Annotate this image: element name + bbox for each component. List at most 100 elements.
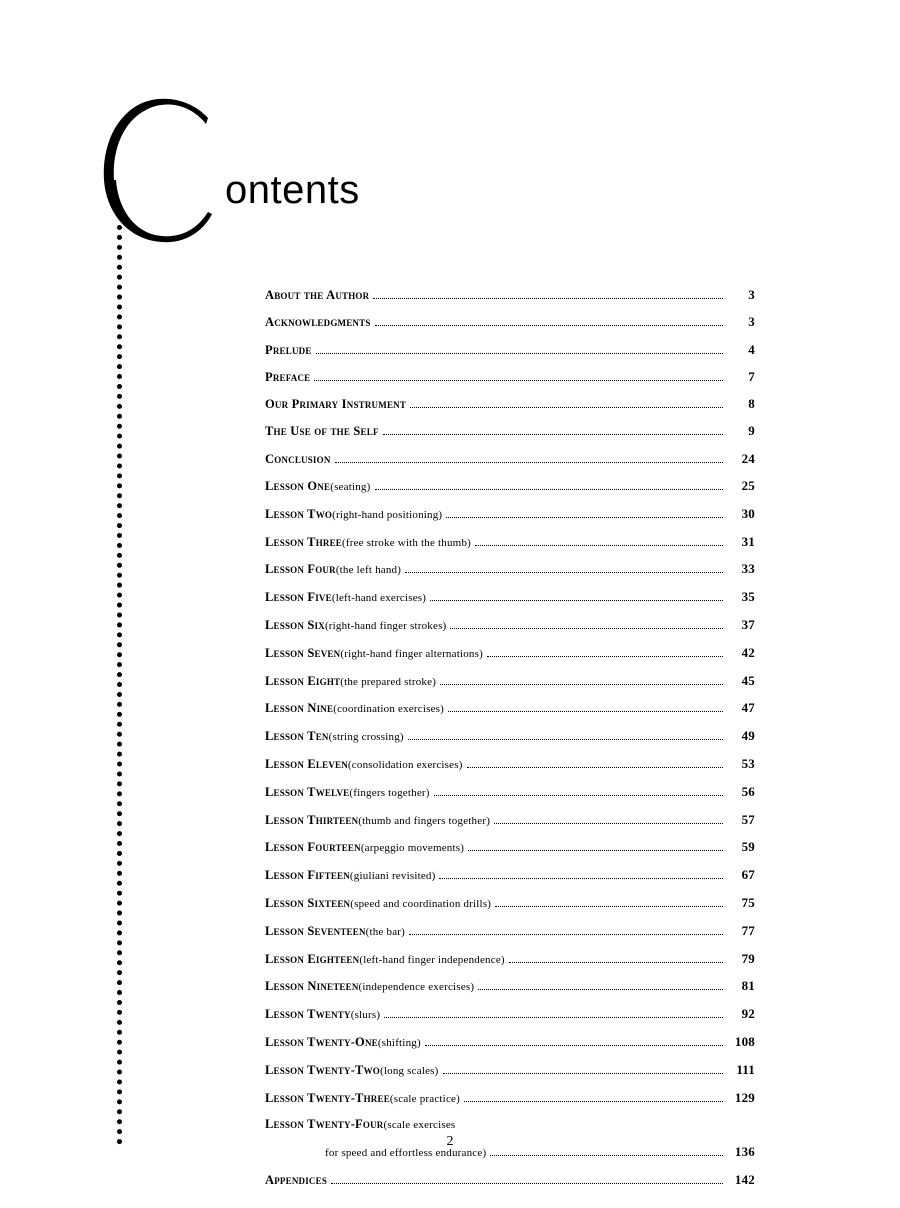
toc-page: 53 [727, 757, 755, 770]
toc-title: Lesson Eight [265, 675, 340, 688]
toc-subtitle: (speed and coordination drills) [350, 899, 491, 910]
toc-leader [408, 739, 723, 740]
toc-page: 8 [727, 397, 755, 410]
toc-leader [478, 989, 723, 990]
toc-title: Lesson Twenty-Three [265, 1092, 390, 1105]
toc-entry: Lesson Eight (the prepared stroke)45 [265, 674, 755, 688]
toc-leader [375, 489, 724, 490]
vertical-dot-rule [117, 225, 122, 1145]
toc-title: Lesson Fifteen [265, 869, 350, 882]
toc-leader [316, 353, 723, 354]
toc-leader [487, 656, 723, 657]
toc-subtitle: (fingers together) [349, 788, 429, 799]
toc-page: 57 [727, 813, 755, 826]
toc-title: Lesson Twelve [265, 786, 349, 799]
toc-page: 7 [727, 370, 755, 383]
drop-cap-c [90, 90, 230, 250]
toc-subtitle: (string crossing) [329, 732, 404, 743]
toc-page: 3 [727, 288, 755, 301]
toc-page: 67 [727, 868, 755, 881]
toc-leader [335, 462, 723, 463]
toc-leader [375, 325, 723, 326]
toc-leader [405, 572, 723, 573]
toc-leader [384, 1017, 723, 1018]
toc-subtitle: (slurs) [351, 1010, 381, 1021]
toc-subtitle: (free stroke with the thumb) [342, 538, 471, 549]
toc-leader [430, 600, 723, 601]
toc-entry: Lesson Nineteen (independence exercises)… [265, 979, 755, 993]
toc-leader [383, 434, 723, 435]
page: ontents About the Author3Acknowledgments… [0, 0, 900, 1208]
toc-page: 75 [727, 896, 755, 909]
toc-title: Lesson Eleven [265, 758, 348, 771]
toc-page: 79 [727, 952, 755, 965]
toc-title: Lesson Eighteen [265, 953, 359, 966]
toc-entry: Lesson Twenty-Two (long scales)111 [265, 1063, 755, 1077]
toc-leader [443, 1073, 724, 1074]
toc-subtitle: (scale practice) [390, 1094, 460, 1105]
toc-entry: Conclusion24 [265, 452, 755, 466]
toc-page: 56 [727, 785, 755, 798]
toc-subtitle: (thumb and fingers together) [358, 816, 490, 827]
toc-leader [450, 628, 723, 629]
toc-leader [409, 934, 723, 935]
toc-entry: Lesson Fifteen (giuliani revisited) 67 [265, 868, 755, 882]
toc-title: Lesson Four [265, 563, 336, 576]
toc-subtitle: (seating) [330, 482, 370, 493]
toc-page: 24 [727, 452, 755, 465]
toc-subtitle: (consolidation exercises) [348, 760, 463, 771]
toc-title: Lesson Thirteen [265, 814, 358, 827]
toc-leader [410, 407, 723, 408]
toc-leader [490, 1155, 723, 1156]
toc-entry: Lesson Two (right-hand positioning)30 [265, 507, 755, 521]
toc-page: 111 [727, 1063, 755, 1076]
toc-entry: Lesson Nine (coordination exercises)47 [265, 701, 755, 715]
toc-page: 4 [727, 343, 755, 356]
toc-subtitle: (right-hand finger alternations) [340, 649, 483, 660]
toc-entry: Lesson Twelve (fingers together) 56 [265, 785, 755, 799]
toc-entry: Lesson One (seating) 25 [265, 479, 755, 493]
toc-entry: Lesson Seventeen (the bar)77 [265, 924, 755, 938]
toc-entry: Acknowledgments3 [265, 315, 755, 329]
toc-leader [509, 962, 723, 963]
toc-page: 59 [727, 840, 755, 853]
toc-title: Acknowledgments [265, 316, 371, 329]
toc-entry: Lesson Twenty-One (shifting) 108 [265, 1035, 755, 1049]
toc-page: 25 [727, 479, 755, 492]
toc-title: Lesson Fourteen [265, 841, 361, 854]
toc-title: Lesson Seventeen [265, 925, 366, 938]
toc-leader [467, 767, 723, 768]
toc-subtitle: (the bar) [366, 927, 405, 938]
toc-page: 35 [727, 590, 755, 603]
heading-text: ontents [225, 168, 360, 213]
toc-subtitle: (shifting) [378, 1038, 421, 1049]
toc-title: Lesson Five [265, 591, 332, 604]
toc-entry: Lesson Three (free stroke with the thumb… [265, 535, 755, 549]
toc-subtitle: (left-hand finger independence) [359, 955, 504, 966]
toc-entry: Lesson Ten (string crossing)49 [265, 729, 755, 743]
toc-leader [425, 1045, 723, 1046]
toc-title: Lesson Sixteen [265, 897, 350, 910]
toc-title: Lesson One [265, 480, 330, 493]
toc-subtitle: (scale exercises [384, 1120, 456, 1131]
toc-page: 30 [727, 507, 755, 520]
toc-title: Lesson Three [265, 536, 342, 549]
toc-subtitle: (the prepared stroke) [340, 677, 436, 688]
toc-title: Lesson Twenty-Two [265, 1064, 380, 1077]
toc-page: 31 [727, 535, 755, 548]
toc-entry: Lesson Six (right-hand finger strokes)37 [265, 618, 755, 632]
toc-subtitle: (right-hand finger strokes) [325, 621, 446, 632]
toc-entry: Appendices142 [265, 1173, 755, 1187]
toc-leader [331, 1183, 723, 1184]
toc-page: 108 [727, 1035, 755, 1048]
toc-leader [439, 878, 723, 879]
toc-entry: Preface7 [265, 370, 755, 384]
toc-title: Lesson Twenty-One [265, 1036, 378, 1049]
toc-subtitle: (giuliani revisited) [350, 871, 436, 882]
toc-page: 129 [727, 1091, 755, 1104]
toc-title: Lesson Twenty [265, 1008, 351, 1021]
toc-subtitle: (coordination exercises) [333, 704, 444, 715]
toc-subtitle: (left-hand exercises) [332, 593, 426, 604]
toc-subtitle: (right-hand positioning) [332, 510, 442, 521]
toc-page: 37 [727, 618, 755, 631]
